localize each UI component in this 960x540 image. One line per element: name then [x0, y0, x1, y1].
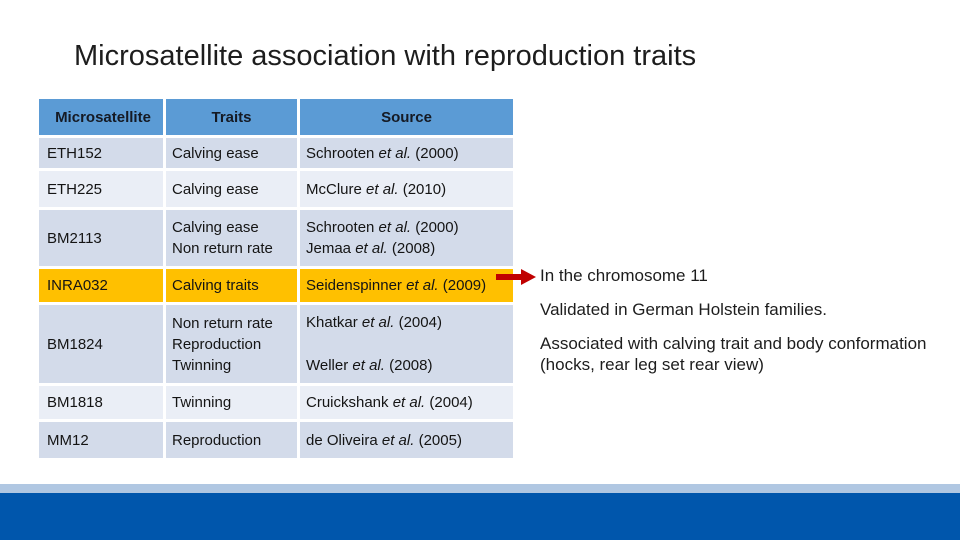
arrow-shaft: [496, 274, 521, 280]
microsatellite-cell: BM1818: [39, 386, 163, 419]
table-header-row: Microsatellite Traits Source: [39, 99, 513, 135]
traits-cell: Reproduction: [166, 422, 297, 458]
trait-line: Reproduction: [172, 431, 262, 449]
table-row-mm12: MM12 Reproduction de Oliveira et al. (2005…: [39, 422, 513, 458]
table-row-bm1818: BM1818 Twinning Cruickshank et al. (2004): [39, 386, 513, 419]
trait-line: Non return rate: [172, 240, 273, 257]
traits-cell: Calving ease: [166, 171, 297, 207]
table-row-bm2113: BM2113 Calving ease Non return rate Schroot…: [39, 210, 513, 266]
microsatellite-cell: ETH152: [39, 138, 163, 168]
annotation-text-block: In the chromosome 11 Validated in German…: [540, 265, 935, 388]
source-line: Schrooten et al. (2000): [306, 219, 459, 236]
trait-line: Calving ease: [172, 180, 259, 198]
source-cell: de Oliveira et al. (2005): [300, 422, 513, 458]
microsatellite-cell: MM12: [39, 422, 163, 458]
trait-line: Calving traits: [172, 277, 259, 294]
microsatellite-table: Microsatellite Traits Source ETH152 Calvi…: [36, 96, 516, 461]
trait-line: Reproduction: [172, 335, 262, 353]
source-line: de Oliveira et al. (2005): [306, 431, 462, 449]
trait-line: Twinning: [172, 356, 232, 374]
source-line: Weller et al. (2008): [306, 357, 433, 374]
table-row-eth225: ETH225 Calving ease McClure et al. (2010): [39, 171, 513, 207]
table-body: ETH152 Calving ease Schrooten et al. (2000…: [39, 138, 513, 458]
traits-cell: Twinning: [166, 386, 297, 419]
source-line: McClure et al. (2010): [306, 180, 447, 198]
traits-cell: Calving traits: [166, 269, 297, 302]
source-line: Jemaa et al. (2008): [306, 240, 436, 257]
source-cell: McClure et al. (2010): [300, 171, 513, 207]
slide-title: Microsatellite association with reproduc…: [74, 40, 697, 72]
source-line: Seidenspinner et al. (2009): [306, 277, 487, 294]
annotation-line-3: Associated with calving trait and body c…: [540, 334, 927, 374]
source-line: Khatkar et al. (2004): [306, 314, 442, 331]
table-row-bm1824: BM1824 Non return rate Reproduction Twinnin…: [39, 305, 513, 383]
source-cell: Khatkar et al. (2004) Weller et al. (2008…: [300, 305, 513, 383]
trait-line: Calving ease: [172, 144, 259, 162]
source-cell: Seidenspinner et al. (2009): [300, 269, 513, 302]
microsatellite-cell: INRA032: [39, 269, 163, 302]
traits-cell: Calving ease: [166, 138, 297, 168]
microsatellite-cell: BM1824: [39, 305, 163, 383]
source-line: Schrooten et al. (2000): [306, 144, 459, 162]
source-cell: Schrooten et al. (2000) Jemaa et al. (200…: [300, 210, 513, 266]
table-row-inra032: INRA032 Calving traits Seidenspinner et al…: [39, 269, 513, 302]
source-cell: Schrooten et al. (2000): [300, 138, 513, 168]
annotation-line-2: Validated in German Holstein families.: [540, 300, 827, 319]
header-traits: Traits: [166, 99, 297, 135]
footer-bar: [0, 493, 960, 540]
trait-line: Calving ease: [172, 219, 259, 236]
source-line: Cruickshank et al. (2004): [306, 394, 473, 411]
microsatellite-cell: BM2113: [39, 210, 163, 266]
traits-cell: Calving ease Non return rate: [166, 210, 297, 266]
header-microsatellite: Microsatellite: [39, 99, 163, 135]
annotation-line-1: In the chromosome 11: [540, 266, 708, 285]
table-row-eth152: ETH152 Calving ease Schrooten et al. (2000…: [39, 138, 513, 168]
header-source: Source: [300, 99, 513, 135]
arrow-head: [521, 269, 536, 285]
trait-line: Twinning: [172, 394, 232, 411]
source-cell: Cruickshank et al. (2004): [300, 386, 513, 419]
microsatellite-cell: ETH225: [39, 171, 163, 207]
footer-accent-strip: [0, 484, 960, 493]
traits-cell: Non return rate Reproduction Twinning: [166, 305, 297, 383]
red-arrow-icon: [496, 269, 536, 285]
trait-line: Non return rate: [172, 314, 273, 332]
